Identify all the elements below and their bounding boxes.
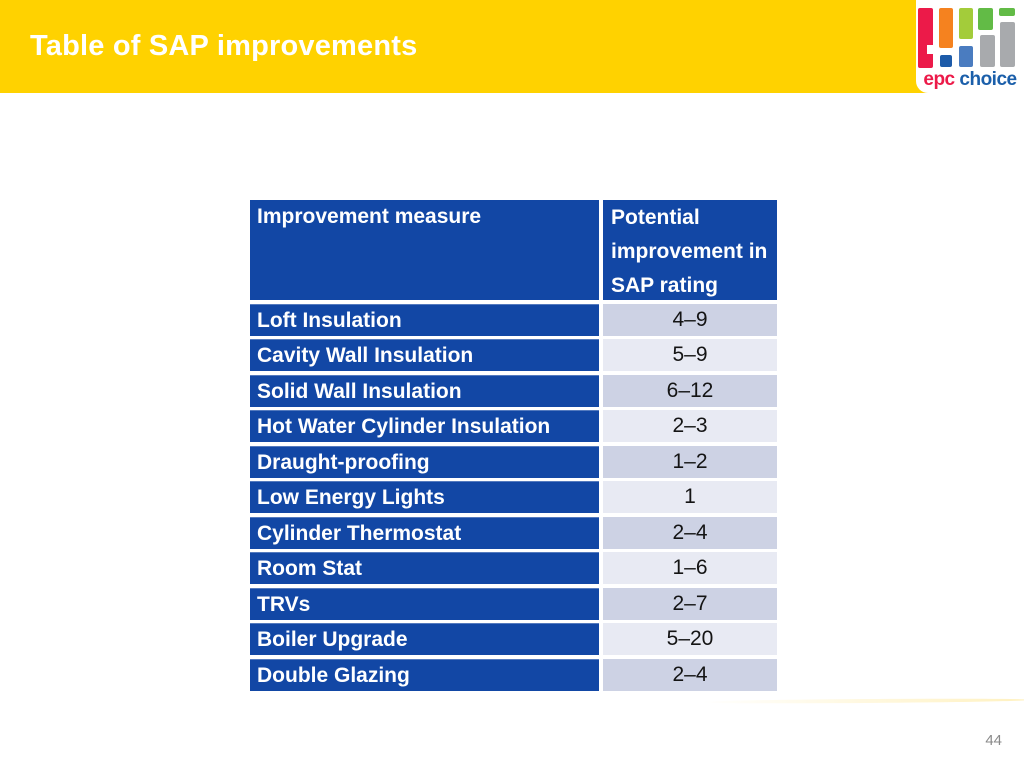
improvement-value-cell: 2–4 — [603, 658, 777, 691]
logo-text-epc: epc — [923, 69, 955, 90]
logo-wordmark: epc choice — [916, 69, 1024, 91]
measure-cell: Draught-proofing — [250, 445, 599, 478]
logo-bar-gray-icon — [980, 35, 995, 67]
decorative-swoosh — [699, 697, 1024, 705]
improvement-value-cell: 6–12 — [603, 374, 777, 407]
measure-cell: Cavity Wall Insulation — [250, 339, 599, 371]
logo-bar-red-notch — [927, 45, 933, 54]
improvement-value-cell: 5–20 — [603, 623, 777, 655]
improvement-value-cell: 2–7 — [603, 587, 777, 620]
logo-bar-orange-icon — [939, 8, 953, 48]
measure-cell: Room Stat — [250, 552, 599, 584]
measure-cell: Hot Water Cylinder Insulation — [250, 410, 599, 442]
logo-bar-green-icon — [978, 8, 993, 30]
logo-bar-gray-tall-icon — [1000, 22, 1015, 67]
logo-text-choice: choice — [959, 69, 1017, 90]
improvement-value-cell: 1 — [603, 481, 777, 513]
logo-bar-greensmall-icon — [999, 8, 1015, 16]
page-number: 44 — [985, 732, 1002, 749]
logo-bar-lightgreen-icon — [959, 8, 973, 39]
page-title: Table of SAP improvements — [30, 30, 418, 62]
measure-cell: TRVs — [250, 587, 599, 620]
logo-bar-red-icon — [918, 8, 933, 68]
improvement-value-cell: 4–9 — [603, 303, 777, 336]
measure-cell: Solid Wall Insulation — [250, 374, 599, 407]
column-header-improvement-measure: Improvement measure — [250, 200, 599, 300]
improvement-value-cell: 1–6 — [603, 552, 777, 584]
measure-cell: Cylinder Thermostat — [250, 516, 599, 549]
measure-cell: Boiler Upgrade — [250, 623, 599, 655]
sap-improvements-table: Improvement measure Potential improvemen… — [250, 200, 777, 691]
epc-choice-logo: epc choice — [916, 0, 1024, 93]
measure-cell: Low Energy Lights — [250, 481, 599, 513]
improvement-value-cell: 2–4 — [603, 516, 777, 549]
logo-bar-darkblue-icon — [940, 55, 952, 67]
measure-cell: Double Glazing — [250, 658, 599, 691]
improvement-value-cell: 2–3 — [603, 410, 777, 442]
improvement-value-cell: 5–9 — [603, 339, 777, 371]
measure-cell: Loft Insulation — [250, 303, 599, 336]
column-header-potential-improvement: Potential improvement in SAP rating — [603, 200, 777, 300]
title-band: Table of SAP improvements — [0, 0, 1024, 93]
logo-bar-midblue-icon — [959, 46, 973, 67]
improvement-value-cell: 1–2 — [603, 445, 777, 478]
